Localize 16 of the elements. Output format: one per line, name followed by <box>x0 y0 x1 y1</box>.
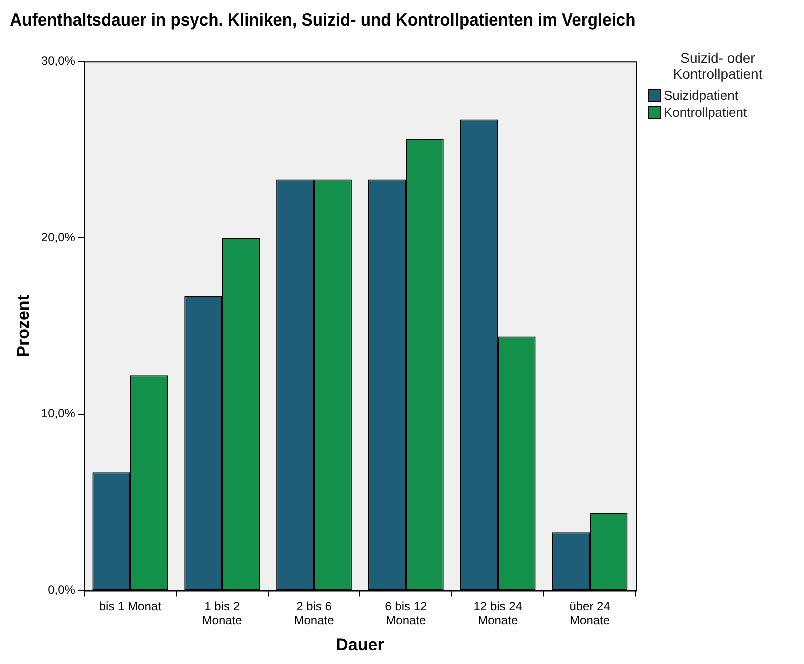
x-axis-title: Dauer <box>336 635 385 654</box>
y-tick-label: 20,0% <box>41 230 76 244</box>
legend-label: Suizidpatient <box>664 88 738 103</box>
y-tick-label: 0,0% <box>48 583 76 598</box>
x-tick-label: 6 bis 12 Monate <box>385 599 428 628</box>
y-tick-label: 10,0% <box>41 406 76 421</box>
x-tick-label: 1 bis 2 Monate <box>202 599 243 628</box>
chart-title: Aufenthaltsdauer in psych. Kliniken, Suizid- und Kontrollpatienten im Vergleich <box>10 9 636 30</box>
y-tick-label: 30,0% <box>41 54 76 68</box>
legend-label: Kontrollpatient <box>664 105 748 120</box>
x-tick-label: 12 bis 24 Monate <box>474 599 523 628</box>
legend-title: Suizid- oder Kontrollpatient <box>672 50 764 82</box>
y-axis-title: Prozent <box>14 294 33 358</box>
x-tick-label: bis 1 Monat <box>99 599 162 614</box>
x-tick-label: 2 bis 6 Monate <box>294 599 335 628</box>
x-tick-label: über 24 Monate <box>570 599 611 628</box>
